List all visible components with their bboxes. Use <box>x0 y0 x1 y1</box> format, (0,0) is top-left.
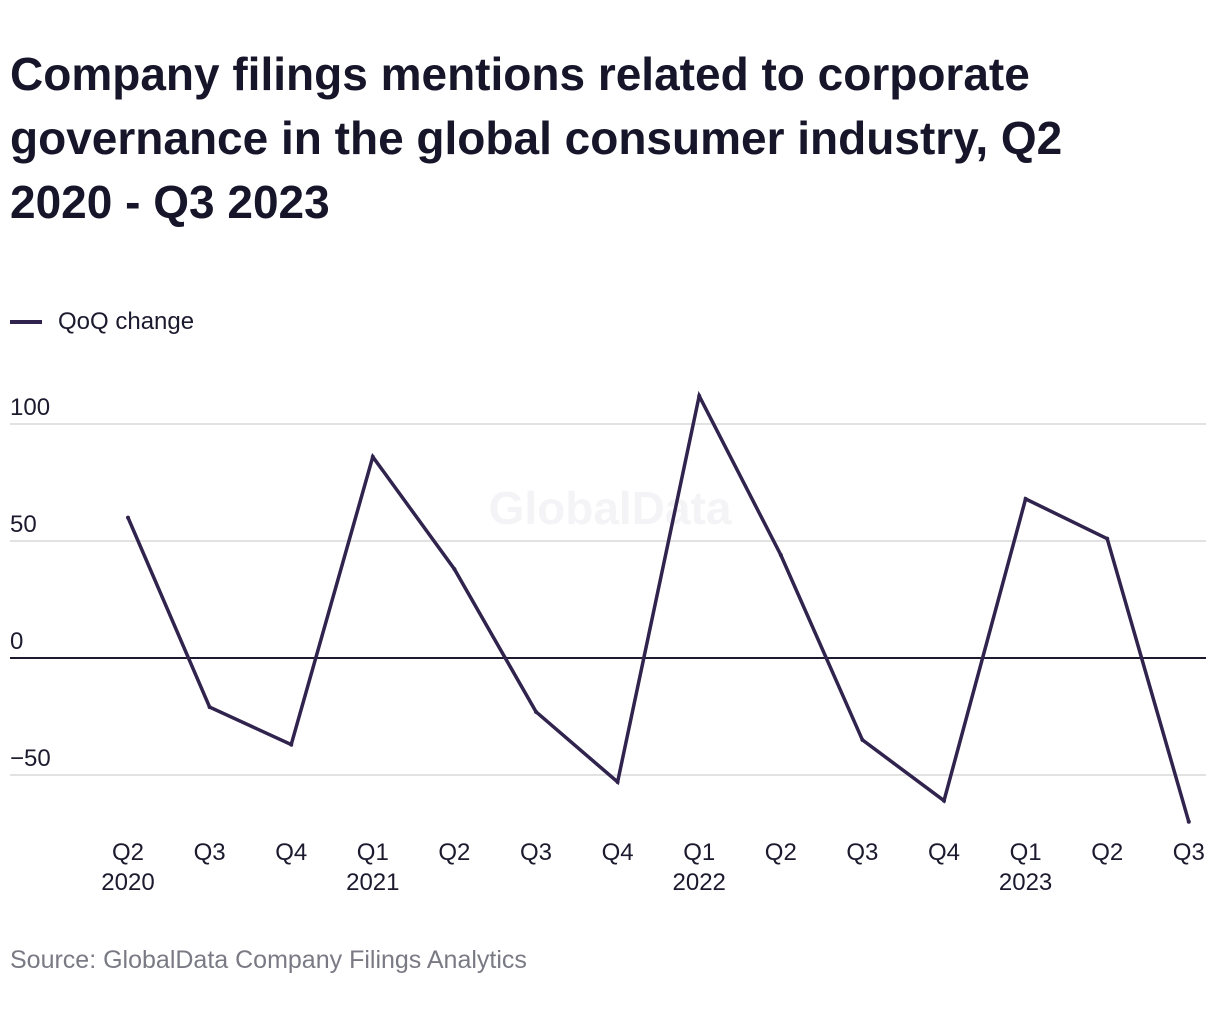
data-point <box>370 454 375 459</box>
x-tick-label: Q4 <box>275 839 307 866</box>
x-tick-label: Q3 <box>194 839 226 866</box>
x-tick-label: Q3 <box>846 839 878 866</box>
line-chart: GlobalData 100 50 0 −50 Q2 2020 Q3 Q4 Q1 2021 Q2 Q3 Q… <box>10 390 1206 896</box>
x-tick-label: Q4 <box>602 839 634 866</box>
data-point <box>289 742 294 747</box>
x-tick-label: Q3 <box>520 839 552 866</box>
x-tick-year-label: 2020 <box>101 869 154 896</box>
chart-title: Company filings mentions related to corp… <box>10 48 1063 228</box>
source-note: Source: GlobalData Company Filings Analy… <box>10 946 527 974</box>
x-tick-label: Q1 <box>1010 839 1042 866</box>
y-tick-label: 100 <box>10 394 50 421</box>
data-point <box>697 393 702 398</box>
x-tick-label: Q2 <box>112 839 144 866</box>
series-line-qoq-change <box>126 390 1191 823</box>
x-tick-label: Q1 <box>357 839 389 866</box>
data-point <box>126 515 130 520</box>
y-tick-label: −50 <box>10 745 51 772</box>
x-tick-year-label: 2022 <box>673 869 726 896</box>
x-tick-year-label: 2021 <box>346 869 399 896</box>
data-point <box>778 553 783 558</box>
x-tick-label: Q2 <box>438 839 470 866</box>
data-point <box>1186 819 1191 824</box>
data-point <box>860 737 865 742</box>
data-point <box>942 798 946 803</box>
x-tick-label: Q1 <box>683 839 715 866</box>
watermark: GlobalData <box>489 482 732 534</box>
data-point <box>534 709 538 714</box>
y-tick-label: 0 <box>10 628 23 655</box>
data-point <box>452 567 457 572</box>
y-tick-label: 50 <box>10 511 37 538</box>
x-tick-label: Q2 <box>1091 839 1123 866</box>
x-tick-label: Q2 <box>765 839 797 866</box>
data-point <box>1105 536 1110 541</box>
legend: QoQ change <box>10 306 194 338</box>
legend-label: QoQ change <box>58 308 195 335</box>
data-point <box>1023 496 1028 501</box>
legend-line-swatch <box>10 320 42 324</box>
x-tick-label: Q4 <box>928 839 960 866</box>
data-point <box>615 780 620 785</box>
data-point <box>207 705 212 710</box>
x-tick-label: Q3 <box>1173 839 1205 866</box>
x-tick-year-label: 2023 <box>999 869 1052 896</box>
